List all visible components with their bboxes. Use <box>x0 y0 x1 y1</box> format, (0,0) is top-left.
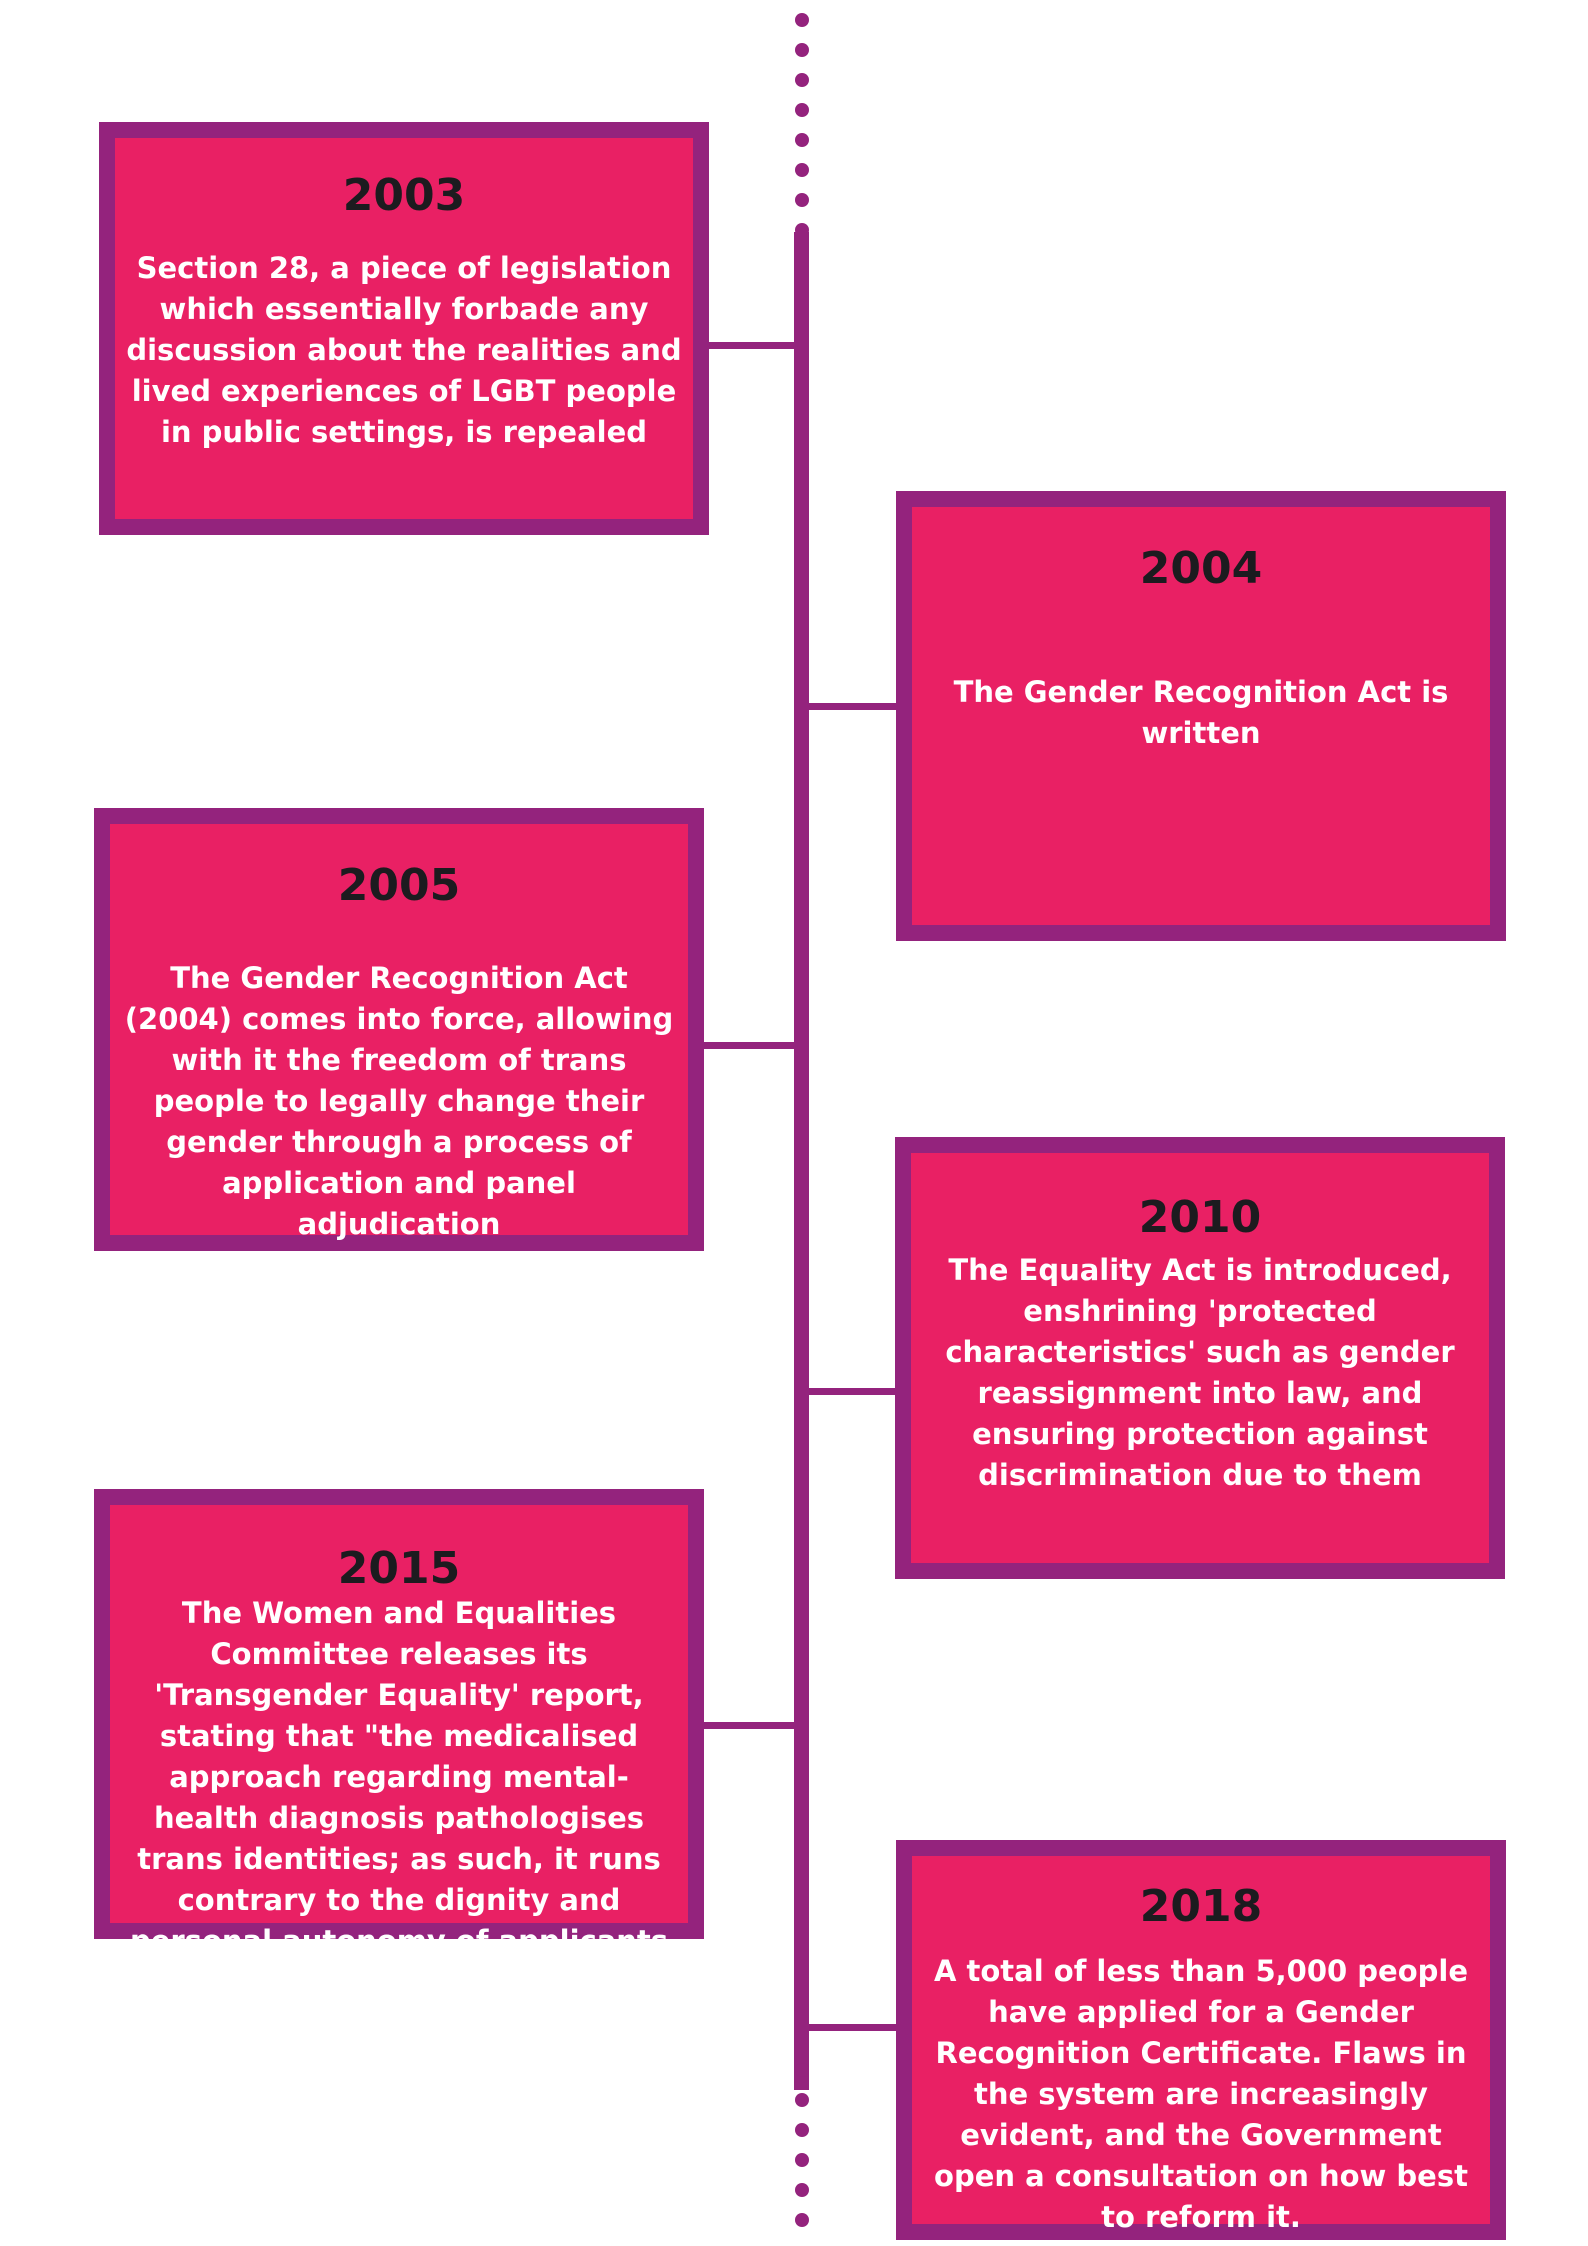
event-year: 2003 <box>342 170 466 221</box>
timeline-event-2010: 2010 The Equality Act is introduced, ens… <box>895 1137 1505 1579</box>
timeline-dot <box>795 133 809 147</box>
timeline-dot <box>795 13 809 27</box>
timeline-event-2018: 2018 A total of less than 5,000 people h… <box>896 1840 1506 2240</box>
timeline-event-2005: 2005 The Gender Recognition Act (2004) c… <box>94 808 704 1251</box>
connector-2018 <box>806 2024 898 2031</box>
timeline-dot <box>795 103 809 117</box>
timeline-event-2004: 2004 The Gender Recognition Act is writt… <box>896 491 1506 941</box>
timeline-dot <box>795 2213 809 2227</box>
event-description: The Equality Act is introduced, enshrini… <box>945 1253 1455 1492</box>
timeline-dot <box>795 2183 809 2197</box>
connector-2015 <box>704 1722 796 1729</box>
timeline-dot <box>795 2153 809 2167</box>
timeline-event-2003: 2003 Section 28, a piece of legislation … <box>99 122 709 535</box>
timeline-dot <box>795 163 809 177</box>
timeline-dot <box>795 43 809 57</box>
event-description: The Women and Equalities Committee relea… <box>129 1596 669 1958</box>
timeline-dot <box>795 2123 809 2137</box>
event-year: 2018 <box>1139 1881 1263 1932</box>
connector-2005 <box>704 1042 796 1049</box>
timeline-event-2015: 2015 The Women and Equalities Committee … <box>94 1489 704 1958</box>
event-year: 2010 <box>1138 1192 1262 1243</box>
timeline-dot <box>795 2063 809 2077</box>
event-description: Section 28, a piece of legislation which… <box>126 251 682 449</box>
timeline-dotted-bottom <box>795 2063 809 2227</box>
event-description: The Gender Recognition Act (2004) comes … <box>124 961 674 1241</box>
event-year: 2004 <box>1139 543 1263 594</box>
event-year: 2005 <box>337 860 461 911</box>
event-year: 2015 <box>337 1543 461 1594</box>
connector-2010 <box>806 1388 898 1395</box>
timeline-dot <box>795 193 809 207</box>
timeline-main-line <box>794 232 809 2090</box>
connector-2003 <box>709 342 797 349</box>
timeline-dot <box>795 2093 809 2107</box>
connector-2004 <box>806 703 898 710</box>
event-description: The Gender Recognition Act is written <box>953 675 1449 750</box>
event-description: A total of less than 5,000 people have a… <box>933 1954 1469 2234</box>
timeline-dot <box>795 73 809 87</box>
